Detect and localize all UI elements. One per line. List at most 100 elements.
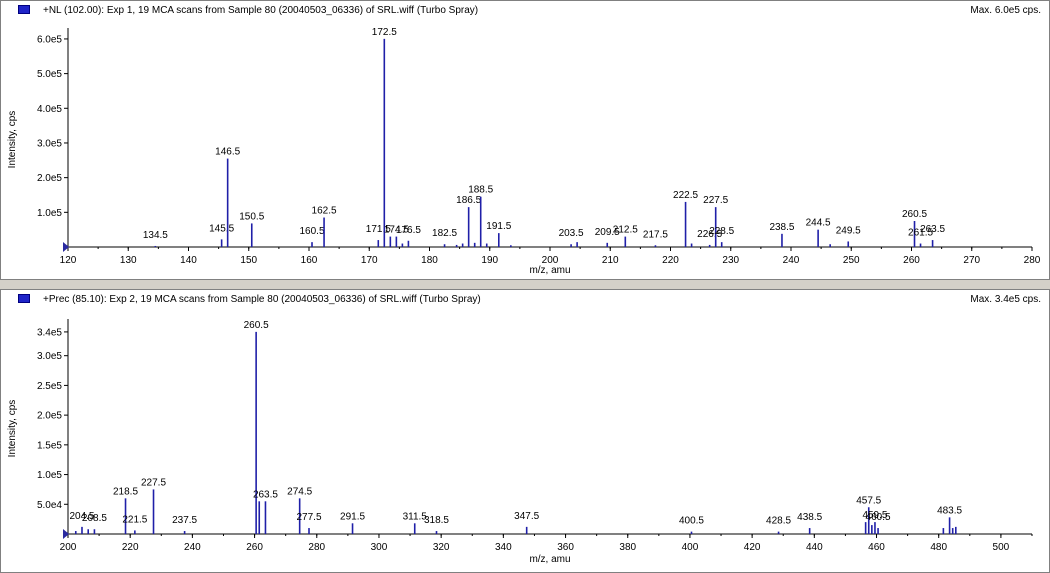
peak-label: 222.5 — [673, 190, 698, 201]
peak-label: 227.5 — [703, 195, 728, 206]
peak-label: 134.5 — [143, 230, 168, 241]
y-tick-label: 3.0e5 — [37, 138, 62, 149]
peak-label: 212.5 — [613, 225, 638, 236]
peak-label: 146.5 — [215, 147, 240, 158]
spectrum-pane-nl: +NL (102.00): Exp 1, 19 MCA scans from S… — [0, 0, 1050, 280]
peak-label: 311.5 — [403, 511, 428, 522]
peak-label: 459.5 — [862, 510, 887, 521]
x-tick-label: 280 — [1024, 255, 1041, 266]
x-tick-label: 260 — [903, 255, 920, 266]
peak-label: 261.5 — [908, 228, 933, 239]
peak-label: 182.5 — [432, 228, 457, 239]
y-tick-label: 3.4e5 — [37, 327, 62, 338]
x-tick-label: 200 — [542, 255, 559, 266]
x-tick-label: 130 — [120, 255, 137, 266]
peak-label: 274.5 — [287, 486, 312, 497]
x-tick-label: 380 — [619, 542, 636, 553]
peak-label: 218.5 — [113, 486, 138, 497]
spectrum-plot-nl[interactable]: 120 130 140 150 160 170 180 190 200 210 220 230 240 2… — [1, 1, 1049, 279]
peak-label: 162.5 — [312, 206, 337, 217]
peak-label: 249.5 — [836, 225, 861, 236]
peak-label: 260.5 — [244, 320, 269, 331]
peak-label: 260.5 — [902, 209, 927, 220]
y-tick-label: 6.0e5 — [37, 34, 62, 45]
x-tick-label: 180 — [421, 255, 438, 266]
y-tick-label: 5.0e5 — [37, 69, 62, 80]
peak-label: 172.5 — [372, 27, 397, 38]
peak-label: 428.5 — [766, 516, 791, 527]
x-tick-label: 320 — [433, 542, 450, 553]
x-tick-label: 240 — [783, 255, 800, 266]
y-tick-label: 2.0e5 — [37, 173, 62, 184]
peak-label: 174.5 — [384, 225, 409, 236]
peak-label: 188.5 — [468, 185, 493, 196]
x-tick-label: 140 — [180, 255, 197, 266]
x-axis-label: m/z, amu — [529, 554, 570, 565]
y-tick-label: 1.5e5 — [37, 440, 62, 451]
x-tick-label: 300 — [371, 542, 388, 553]
spectrum-pane-prec: +Prec (85.10): Exp 2, 19 MCA scans from … — [0, 289, 1050, 573]
peak-label: 186.5 — [456, 195, 481, 206]
x-tick-label: 440 — [806, 542, 823, 553]
peak-label: 145.5 — [209, 223, 234, 234]
spectrum-title: +Prec (85.10): Exp 2, 19 MCA scans from … — [43, 294, 481, 305]
peak-label: 204.5 — [69, 511, 94, 522]
x-tick-label: 460 — [868, 542, 885, 553]
peak-label: 209.5 — [595, 227, 620, 238]
peak-label: 227.5 — [141, 477, 166, 488]
pane-menu-square-icon[interactable] — [18, 294, 30, 303]
peak-label: 150.5 — [239, 211, 264, 222]
peak-label: 457.5 — [856, 495, 881, 506]
y-tick-label: 5.0e4 — [37, 500, 62, 511]
x-tick-label: 160 — [301, 255, 318, 266]
max-intensity-label: Max. 3.4e5 cps. — [970, 294, 1041, 305]
x-axis-origin-marker — [63, 529, 69, 539]
peak-label: 438.5 — [797, 512, 822, 523]
x-tick-label: 420 — [744, 542, 761, 553]
y-tick-label: 1.0e5 — [37, 208, 62, 219]
pane-title-bar: +Prec (85.10): Exp 2, 19 MCA scans from … — [1, 290, 1049, 308]
x-axis-label: m/z, amu — [529, 265, 570, 276]
spectrum-title: +NL (102.00): Exp 1, 19 MCA scans from S… — [43, 5, 479, 16]
x-tick-label: 250 — [843, 255, 860, 266]
x-tick-label: 260 — [246, 542, 263, 553]
y-tick-label: 3.0e5 — [37, 351, 62, 362]
x-tick-label: 150 — [240, 255, 257, 266]
x-tick-label: 270 — [963, 255, 980, 266]
x-tick-label: 220 — [122, 542, 139, 553]
peak-label: 171.5 — [366, 224, 391, 235]
x-tick-label: 200 — [60, 542, 77, 553]
peak-label: 176.5 — [396, 225, 421, 236]
peak-label: 483.5 — [937, 505, 962, 516]
peak-label: 347.5 — [514, 511, 539, 522]
peak-label: 160.5 — [299, 226, 324, 237]
peak-label: 277.5 — [296, 512, 321, 523]
x-tick-label: 220 — [662, 255, 679, 266]
peak-label: 318.5 — [424, 515, 449, 526]
x-tick-label: 120 — [60, 255, 77, 266]
x-axis-origin-marker — [63, 242, 69, 252]
peak-label: 400.5 — [679, 516, 704, 527]
peak-label: 203.5 — [559, 228, 584, 239]
peak-label: 238.5 — [769, 222, 794, 233]
y-tick-label: 2.5e5 — [37, 381, 62, 392]
peak-label: 208.5 — [82, 513, 107, 524]
pane-menu-square-icon[interactable] — [18, 5, 30, 14]
x-tick-label: 170 — [361, 255, 378, 266]
peak-label: 291.5 — [340, 511, 365, 522]
max-intensity-label: Max. 6.0e5 cps. — [970, 5, 1041, 16]
peak-label: 226.5 — [697, 229, 722, 240]
x-tick-label: 340 — [495, 542, 512, 553]
pane-title-bar: +NL (102.00): Exp 1, 19 MCA scans from S… — [1, 1, 1049, 19]
x-tick-label: 360 — [557, 542, 574, 553]
spectrum-plot-prec[interactable]: 200 220 240 260 280 300 320 340 360 380 400 420 440 4… — [1, 290, 1049, 572]
peak-label: 460.5 — [866, 512, 891, 523]
x-tick-label: 210 — [602, 255, 619, 266]
peak-label: 263.5 — [253, 489, 278, 500]
peak-label: 263.5 — [920, 224, 945, 235]
peak-label: 244.5 — [806, 218, 831, 229]
x-tick-label: 190 — [481, 255, 498, 266]
y-tick-label: 4.0e5 — [37, 104, 62, 115]
peak-label: 237.5 — [172, 515, 197, 526]
y-tick-label: 2.0e5 — [37, 411, 62, 422]
